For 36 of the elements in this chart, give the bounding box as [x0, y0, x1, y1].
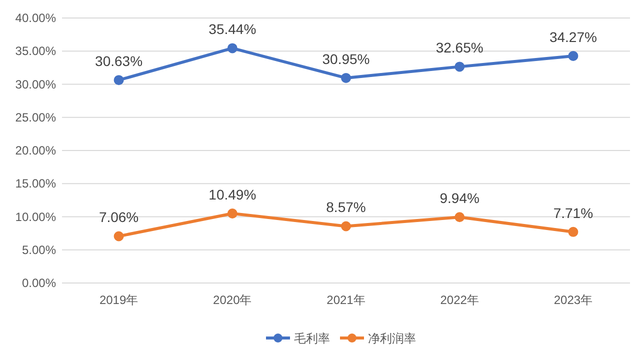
- point: [454, 62, 465, 72]
- legend-label: 净利润率: [368, 332, 416, 346]
- data-label: 35.44%: [208, 21, 256, 38]
- y-tick-label: 20.00%: [15, 144, 56, 158]
- y-tick-label: 5.00%: [22, 242, 56, 257]
- point: [341, 221, 351, 232]
- point: [341, 72, 351, 83]
- y-tick-label: 40.00%: [15, 11, 56, 25]
- legend-label: 毛利率: [294, 332, 330, 346]
- point: [454, 212, 465, 222]
- data-label: 30.63%: [95, 53, 143, 70]
- data-label: 30.95%: [322, 50, 370, 67]
- data-label: 9.94%: [440, 190, 480, 206]
- point: [568, 50, 578, 61]
- y-tick-label: 30.00%: [15, 77, 56, 92]
- data-label: 7.71%: [553, 204, 594, 221]
- y-tick-label: 25.00%: [15, 110, 56, 124]
- y-tick-label: 15.00%: [15, 176, 56, 191]
- point: [568, 226, 578, 237]
- data-label: 10.49%: [208, 186, 256, 203]
- point: [114, 75, 124, 86]
- y-tick-label: 0.00%: [22, 276, 56, 290]
- point: [114, 231, 124, 242]
- y-tick-label: 10.00%: [15, 210, 56, 224]
- point: [227, 208, 238, 219]
- data-label: 34.27%: [549, 28, 597, 45]
- x-tick-label: 2021年: [326, 293, 366, 307]
- data-label: 8.57%: [326, 199, 366, 216]
- data-label: 32.65%: [436, 40, 484, 56]
- point: [227, 43, 238, 54]
- y-tick-label: 35.00%: [15, 44, 56, 58]
- data-label: 7.06%: [98, 209, 139, 226]
- x-tick-label: 2020年: [213, 293, 252, 307]
- x-tick-label: 2019年: [99, 293, 138, 307]
- x-tick-label: 2022年: [440, 293, 479, 307]
- x-tick-label: 2023年: [554, 293, 593, 307]
